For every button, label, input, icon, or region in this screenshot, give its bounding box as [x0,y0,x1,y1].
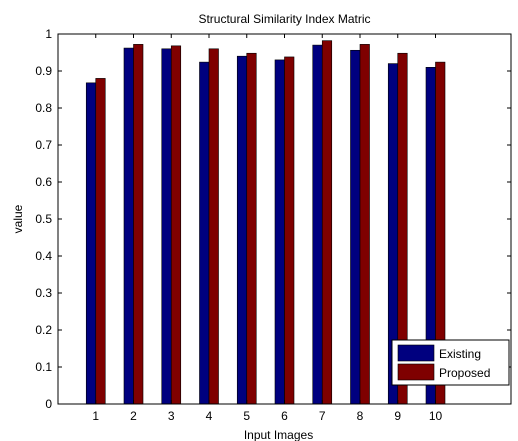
legend: Existing Proposed [391,339,510,386]
legend-label-proposed: Proposed [439,366,490,380]
bar-existing-1 [85,82,97,405]
bar-existing-3 [161,48,172,405]
y-tick-label-0: 0 [45,397,52,411]
axis-ticks: 0 0.1 0.2 0.3 0.4 0.5 0.6 0.7 0.8 0.9 1 1 2 3 4 5 6 7 8 9 10 [35,27,511,423]
x-axis-label: Input Images [244,428,313,441]
y-tick-label-0.1: 0.1 [35,360,52,374]
bar-proposed-3 [170,45,182,405]
legend-label-existing: Existing [439,347,481,361]
y-tick-label-0.6: 0.6 [35,175,52,189]
y-tick-label-1: 1 [45,27,52,41]
bar-existing-6 [274,59,285,405]
bar-proposed-4 [208,48,219,405]
y-tick-label-0.3: 0.3 [35,286,52,300]
bar-existing-7 [312,44,323,405]
x-tick-label-6: 6 [281,409,288,423]
bar-proposed-8 [359,44,370,405]
bar-proposed-5 [246,52,257,405]
bar-proposed-1 [95,78,106,405]
bar-existing-4 [199,61,210,405]
x-tick-label-5: 5 [243,409,250,423]
legend-swatch-proposed [397,363,435,381]
y-tick-label-0.7: 0.7 [35,138,52,152]
y-tick-label-0.5: 0.5 [35,212,52,226]
y-axis-label: value [11,204,25,233]
x-tick-label-3: 3 [168,409,175,423]
bar-proposed-7 [321,40,333,405]
bar-existing-2 [123,47,134,405]
x-tick-label-7: 7 [319,409,326,423]
x-tick-label-10: 10 [429,409,443,423]
x-tick-label-9: 9 [394,409,401,423]
y-tick-label-0.8: 0.8 [35,101,52,115]
x-tick-label-2: 2 [130,409,137,423]
legend-swatch-existing [397,344,435,362]
bar-proposed-6 [284,56,295,405]
plot-frame [57,33,512,405]
chart-title: Structural Similarity Index Matric [198,12,370,26]
y-tick-label-0.9: 0.9 [35,64,52,78]
bar-proposed-2 [133,44,144,405]
x-tick-label-1: 1 [92,409,99,423]
bar-existing-5 [236,55,248,405]
bar-existing-8 [350,49,361,405]
y-tick-label-0.2: 0.2 [35,323,52,337]
y-tick-label-0.4: 0.4 [35,249,52,263]
x-tick-label-8: 8 [357,409,364,423]
x-tick-label-4: 4 [206,409,213,423]
